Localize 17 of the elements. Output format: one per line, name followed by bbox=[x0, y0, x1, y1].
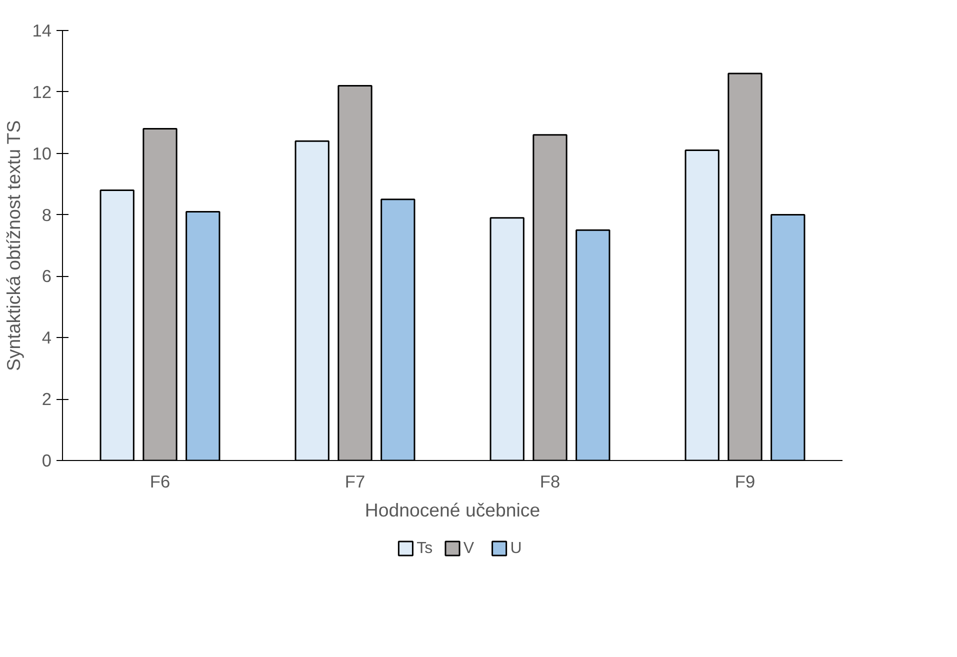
x-axis-title: Hodnocené učebnice bbox=[364, 500, 540, 520]
y-tick-label: 12 bbox=[32, 82, 52, 102]
y-tick-label: 10 bbox=[32, 143, 52, 164]
y-tick-label: 6 bbox=[42, 266, 52, 286]
x-tick-label: F9 bbox=[734, 472, 756, 492]
x-tick-label: F6 bbox=[150, 472, 170, 492]
x-tick-label: F7 bbox=[344, 472, 366, 492]
legend-label: Ts bbox=[416, 540, 433, 557]
y-tick-label: 4 bbox=[42, 328, 52, 348]
legend-label: V bbox=[463, 540, 474, 557]
y-axis-title: Syntaktická obtížnost textu TS bbox=[3, 120, 24, 371]
x-tick-label: F8 bbox=[540, 472, 560, 492]
y-tick-label: 14 bbox=[32, 20, 52, 40]
y-tick-label: 8 bbox=[42, 204, 52, 225]
y-tick-label: 0 bbox=[42, 450, 52, 470]
y-tick-label: 2 bbox=[42, 389, 52, 410]
legend-label: U bbox=[510, 540, 522, 557]
